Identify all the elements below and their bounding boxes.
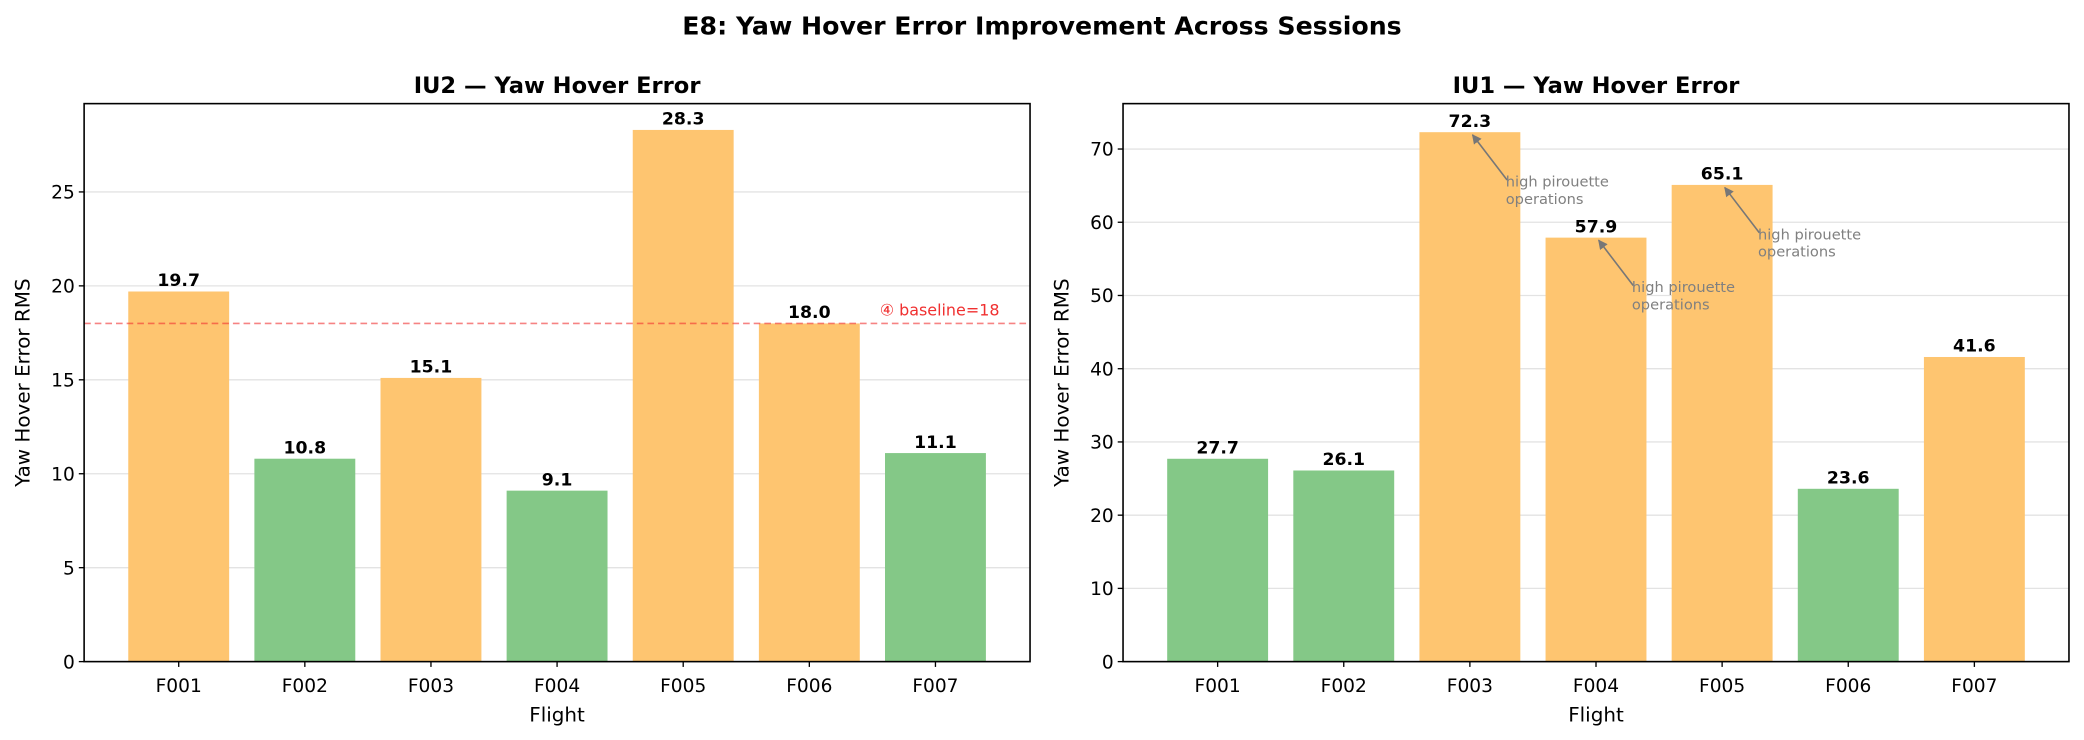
value-label: 15.1 [410, 358, 453, 378]
bar [1671, 184, 1773, 662]
x-tick-label: F007 [1951, 676, 1997, 697]
annotation-arrow [1471, 134, 1508, 181]
annotation-arrow [1598, 239, 1634, 286]
x-axis-label: Flight [1568, 703, 1624, 726]
y-axis-label: Yaw Hover Error RMS [1051, 278, 1074, 487]
figure-title: E8: Yaw Hover Error Improvement Across S… [682, 12, 1401, 41]
bar [758, 323, 860, 662]
x-tick-label: F006 [786, 676, 832, 697]
bar [1923, 356, 2025, 662]
value-label: 57.9 [1575, 217, 1618, 237]
bar [632, 129, 734, 662]
annotation-text: high pirouette [1506, 174, 1609, 191]
value-label: 11.1 [914, 433, 957, 453]
y-tick-label: 0 [1102, 652, 1114, 673]
value-label: 9.1 [542, 470, 573, 490]
value-label: 23.6 [1827, 468, 1870, 488]
bar [506, 490, 608, 662]
x-tick-label: F005 [1699, 676, 1745, 697]
y-tick-label: 5 [63, 558, 75, 579]
y-tick-label: 70 [1090, 140, 1114, 161]
value-label: 18.0 [788, 303, 831, 323]
x-tick-label: F006 [1825, 676, 1871, 697]
annotation-text: operations [1506, 191, 1584, 208]
bar [1167, 458, 1269, 662]
value-label: 72.3 [1449, 112, 1492, 132]
value-label: 65.1 [1701, 165, 1744, 185]
annotation-text: high pirouette [1758, 226, 1861, 243]
x-axis-label: Flight [529, 703, 585, 726]
chart-title: IU1 — Yaw Hover Error [1453, 73, 1741, 99]
axes-frame [83, 102, 1031, 663]
bar [885, 453, 986, 662]
x-tick-label: F004 [1573, 676, 1619, 697]
y-axis-label: Yaw Hover Error RMS [12, 278, 35, 487]
y-tick-label: 20 [51, 277, 75, 298]
chart-title: IU2 — Yaw Hover Error [414, 73, 702, 99]
annotation-text: operations [1758, 244, 1836, 261]
x-tick-label: F001 [156, 676, 202, 697]
annotation-text: high pirouette [1632, 279, 1735, 296]
axes-frame [1122, 102, 2070, 663]
bar [380, 377, 482, 662]
value-label: 26.1 [1322, 450, 1365, 470]
y-tick-label: 20 [1090, 506, 1114, 527]
x-tick-label: F005 [660, 676, 706, 697]
annotation-arrow [1724, 186, 1760, 234]
bar [128, 291, 230, 662]
y-tick-label: 0 [63, 652, 75, 673]
annotation-text: operations [1632, 296, 1710, 313]
y-tick-label: 15 [51, 370, 75, 391]
bar [1545, 237, 1647, 662]
bar [1293, 470, 1395, 662]
y-tick-label: 50 [1090, 286, 1114, 307]
bar [1419, 132, 1521, 662]
x-tick-label: F002 [1321, 676, 1367, 697]
bar [1797, 488, 1899, 662]
y-tick-label: 25 [51, 183, 75, 204]
value-label: 41.6 [1953, 337, 1996, 357]
y-tick-label: 10 [51, 464, 75, 485]
value-label: 10.8 [284, 438, 327, 458]
y-tick-label: 30 [1090, 433, 1114, 454]
y-tick-label: 10 [1090, 579, 1114, 600]
y-tick-label: 40 [1090, 359, 1114, 380]
reference-label: ④ baseline=18 [880, 300, 1000, 319]
bar [254, 458, 356, 662]
x-tick-label: F004 [534, 676, 580, 697]
x-tick-label: F007 [912, 676, 958, 697]
y-tick-label: 60 [1090, 213, 1114, 234]
x-tick-label: F001 [1195, 676, 1241, 697]
x-tick-label: F002 [282, 676, 328, 697]
value-label: 19.7 [157, 271, 200, 291]
value-label: 27.7 [1196, 438, 1239, 458]
value-label: 28.3 [662, 110, 705, 130]
x-tick-label: F003 [1447, 676, 1493, 697]
x-tick-label: F003 [408, 676, 454, 697]
